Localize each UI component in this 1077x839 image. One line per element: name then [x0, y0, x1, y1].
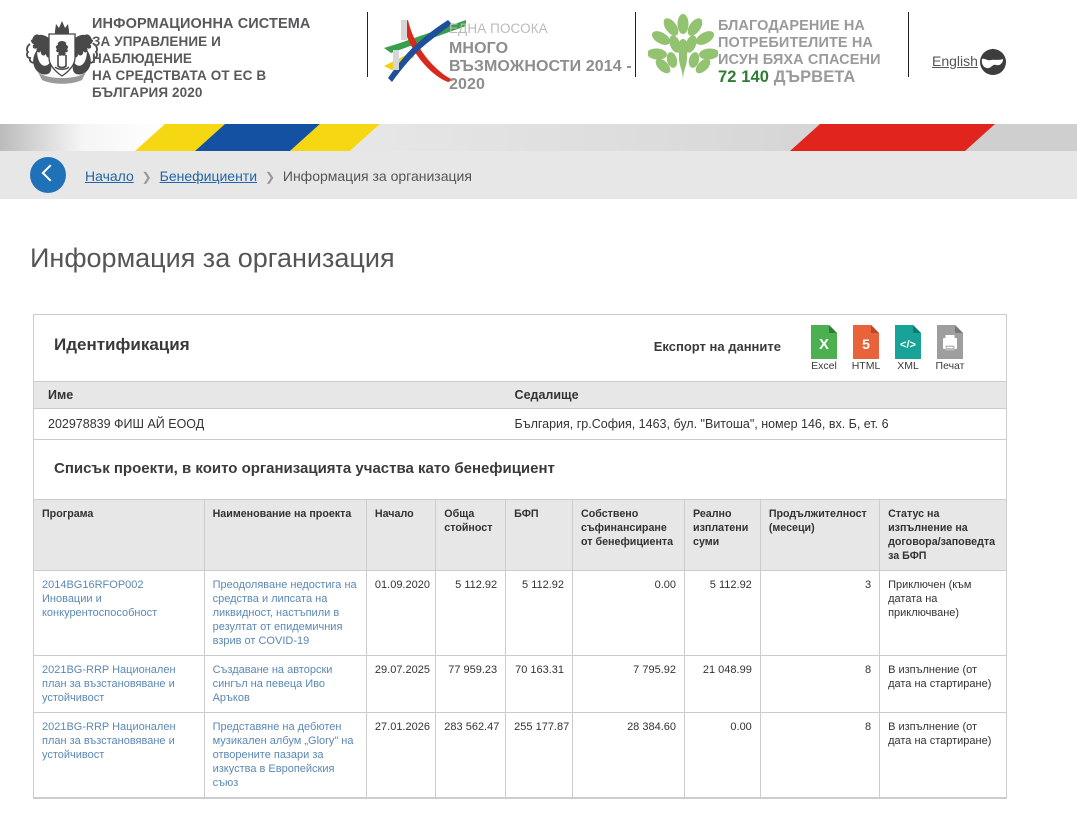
svg-text:</>: </> — [900, 339, 916, 351]
svg-text:5: 5 — [862, 336, 870, 352]
svg-text:X: X — [819, 336, 829, 353]
